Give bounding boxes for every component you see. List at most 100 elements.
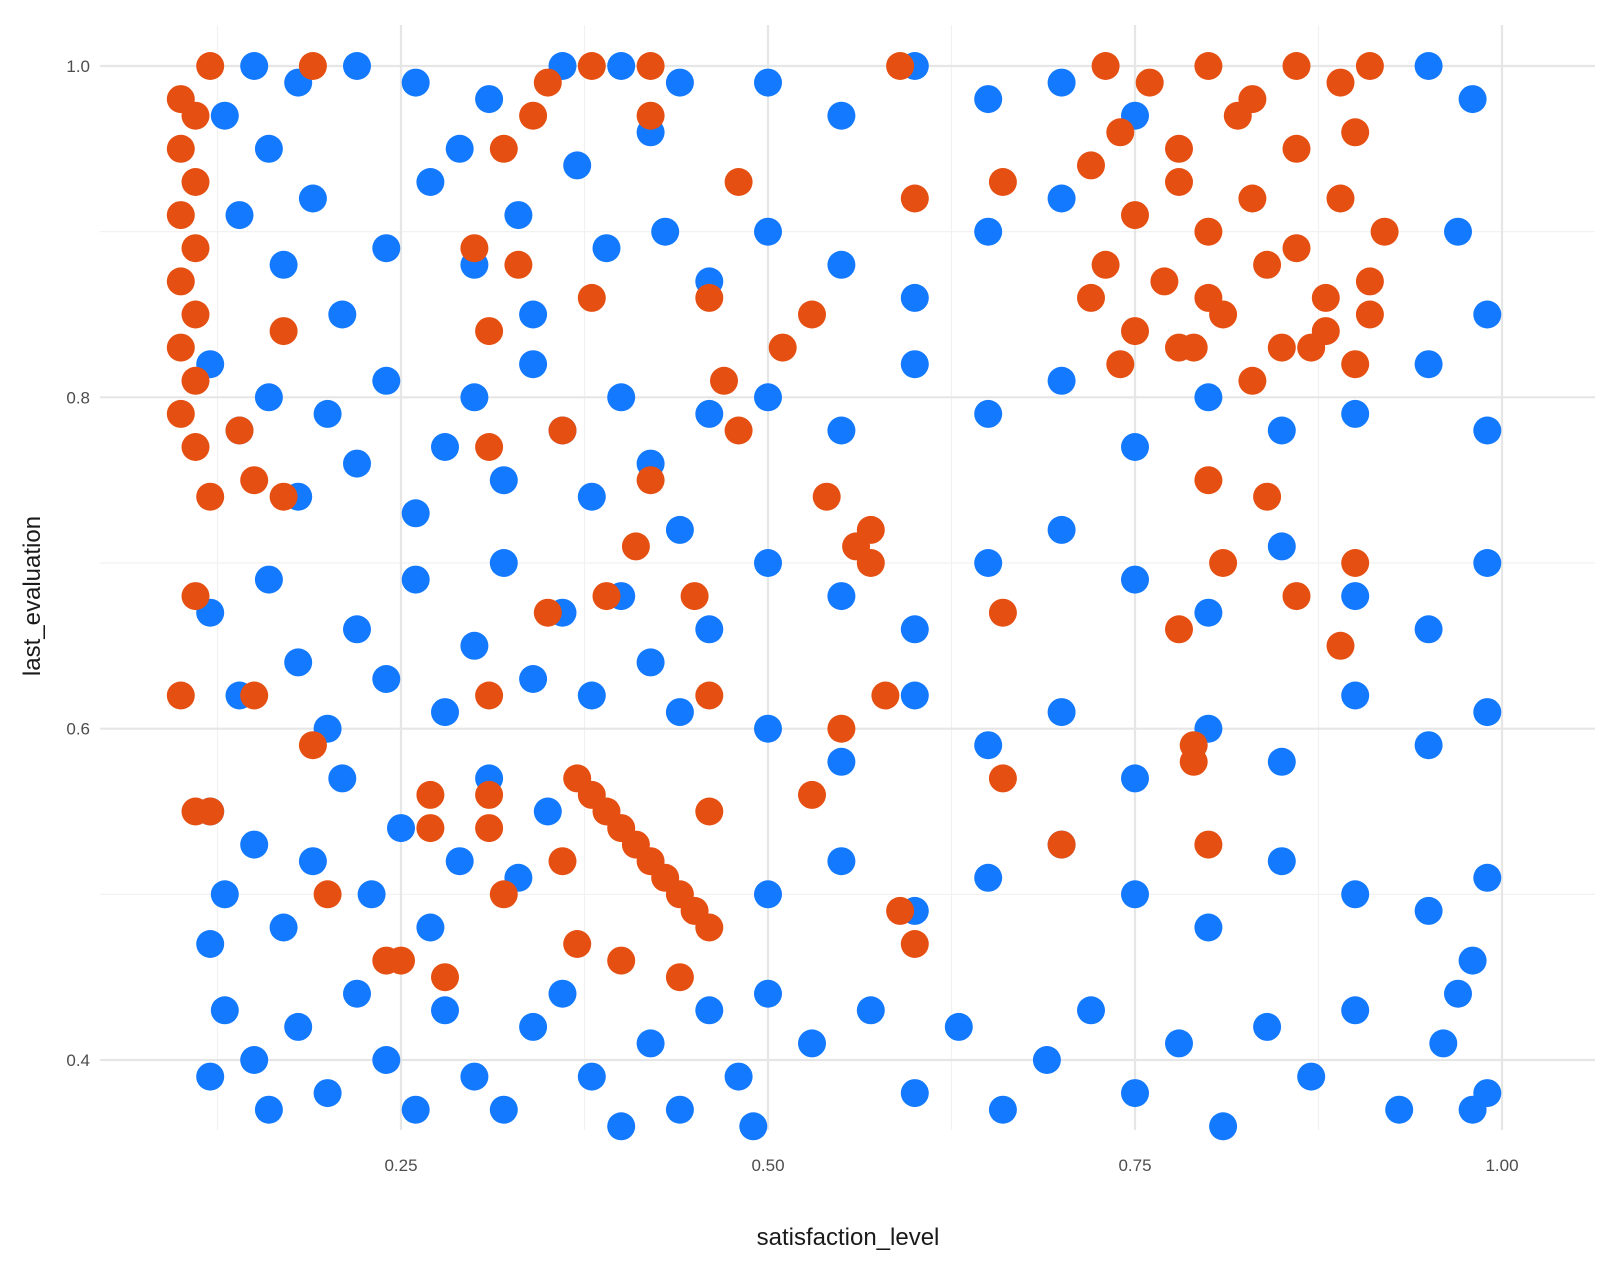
data-point bbox=[1355, 52, 1384, 80]
data-point bbox=[636, 466, 665, 495]
data-point bbox=[181, 300, 210, 329]
data-point bbox=[724, 168, 753, 196]
data-point bbox=[651, 217, 680, 246]
data-point bbox=[240, 52, 269, 80]
data-point bbox=[607, 52, 636, 80]
data-point bbox=[166, 267, 195, 296]
data-point bbox=[1194, 466, 1223, 495]
data-point bbox=[1473, 416, 1502, 445]
data-point bbox=[1341, 582, 1370, 611]
data-point bbox=[313, 880, 342, 909]
data-point bbox=[460, 234, 489, 263]
data-point bbox=[900, 681, 929, 710]
data-point bbox=[298, 184, 327, 213]
data-point bbox=[944, 1012, 973, 1041]
data-point bbox=[431, 963, 459, 992]
data-point bbox=[607, 946, 636, 975]
data-point bbox=[460, 1062, 489, 1091]
data-point bbox=[1355, 267, 1384, 296]
data-point bbox=[166, 333, 195, 362]
data-point bbox=[798, 1029, 826, 1058]
data-point bbox=[313, 1079, 342, 1108]
data-point bbox=[827, 847, 856, 876]
data-point bbox=[548, 847, 577, 876]
data-point bbox=[1326, 184, 1355, 213]
data-point bbox=[974, 863, 1003, 892]
data-point bbox=[1194, 52, 1223, 80]
data-point bbox=[754, 217, 782, 246]
data-point bbox=[445, 134, 474, 163]
data-point bbox=[665, 698, 694, 727]
y-axis-ticks: 0.4 0.6 0.8 1.0 bbox=[66, 57, 90, 1070]
data-point bbox=[328, 300, 357, 329]
data-point bbox=[489, 466, 518, 495]
data-point bbox=[343, 449, 371, 478]
data-point bbox=[1297, 333, 1326, 362]
data-point bbox=[1194, 383, 1223, 412]
data-point bbox=[900, 615, 929, 644]
data-point bbox=[988, 764, 1017, 793]
data-point bbox=[1165, 168, 1193, 196]
y-tick-label: 0.4 bbox=[66, 1051, 90, 1070]
data-point bbox=[1194, 217, 1223, 246]
data-point bbox=[827, 250, 856, 279]
data-point bbox=[974, 217, 1003, 246]
data-point bbox=[1414, 615, 1443, 644]
data-point bbox=[1282, 134, 1311, 163]
data-point bbox=[475, 780, 504, 809]
data-point bbox=[900, 1079, 929, 1108]
data-point bbox=[166, 399, 195, 428]
data-point bbox=[827, 582, 856, 611]
data-point bbox=[665, 963, 694, 992]
data-point bbox=[710, 366, 738, 395]
data-point bbox=[695, 913, 724, 942]
data-point bbox=[1282, 582, 1311, 611]
data-point bbox=[1047, 515, 1076, 544]
data-point bbox=[1355, 300, 1384, 329]
y-axis-title: last_evaluation bbox=[19, 516, 46, 676]
data-point bbox=[475, 814, 504, 843]
data-point bbox=[886, 896, 915, 925]
data-point bbox=[1209, 1112, 1238, 1141]
data-point bbox=[196, 797, 225, 826]
data-point bbox=[1209, 300, 1238, 329]
data-point bbox=[974, 731, 1003, 760]
data-point bbox=[577, 482, 606, 511]
data-point bbox=[240, 830, 269, 859]
data-point bbox=[1047, 184, 1076, 213]
data-point bbox=[1473, 549, 1502, 577]
data-point bbox=[974, 399, 1003, 428]
data-point bbox=[1414, 896, 1443, 925]
data-point bbox=[798, 780, 826, 809]
data-point bbox=[357, 880, 386, 909]
data-point bbox=[1429, 1029, 1458, 1058]
data-point bbox=[1473, 300, 1502, 329]
data-point bbox=[401, 499, 430, 528]
x-tick-label: 0.50 bbox=[751, 1156, 784, 1175]
data-point bbox=[827, 416, 856, 445]
data-point bbox=[269, 482, 298, 511]
data-point bbox=[416, 780, 445, 809]
data-point bbox=[1165, 615, 1193, 644]
data-point bbox=[827, 714, 856, 743]
data-point bbox=[636, 648, 665, 677]
data-point bbox=[401, 565, 430, 594]
data-point bbox=[1444, 979, 1472, 1008]
data-point bbox=[665, 68, 694, 97]
data-point bbox=[665, 515, 694, 544]
data-point bbox=[1032, 1046, 1061, 1074]
x-tick-label: 1.00 bbox=[1485, 1156, 1518, 1175]
data-point bbox=[1238, 366, 1267, 395]
data-point bbox=[313, 399, 342, 428]
data-point bbox=[387, 814, 415, 843]
data-point bbox=[988, 168, 1017, 196]
data-point bbox=[577, 1062, 606, 1091]
data-point bbox=[519, 101, 548, 130]
data-point bbox=[181, 101, 210, 130]
data-point bbox=[269, 317, 298, 346]
data-point bbox=[1341, 399, 1370, 428]
data-point bbox=[754, 549, 782, 577]
data-point bbox=[739, 1112, 768, 1141]
data-point bbox=[1106, 350, 1135, 379]
data-point bbox=[592, 582, 621, 611]
